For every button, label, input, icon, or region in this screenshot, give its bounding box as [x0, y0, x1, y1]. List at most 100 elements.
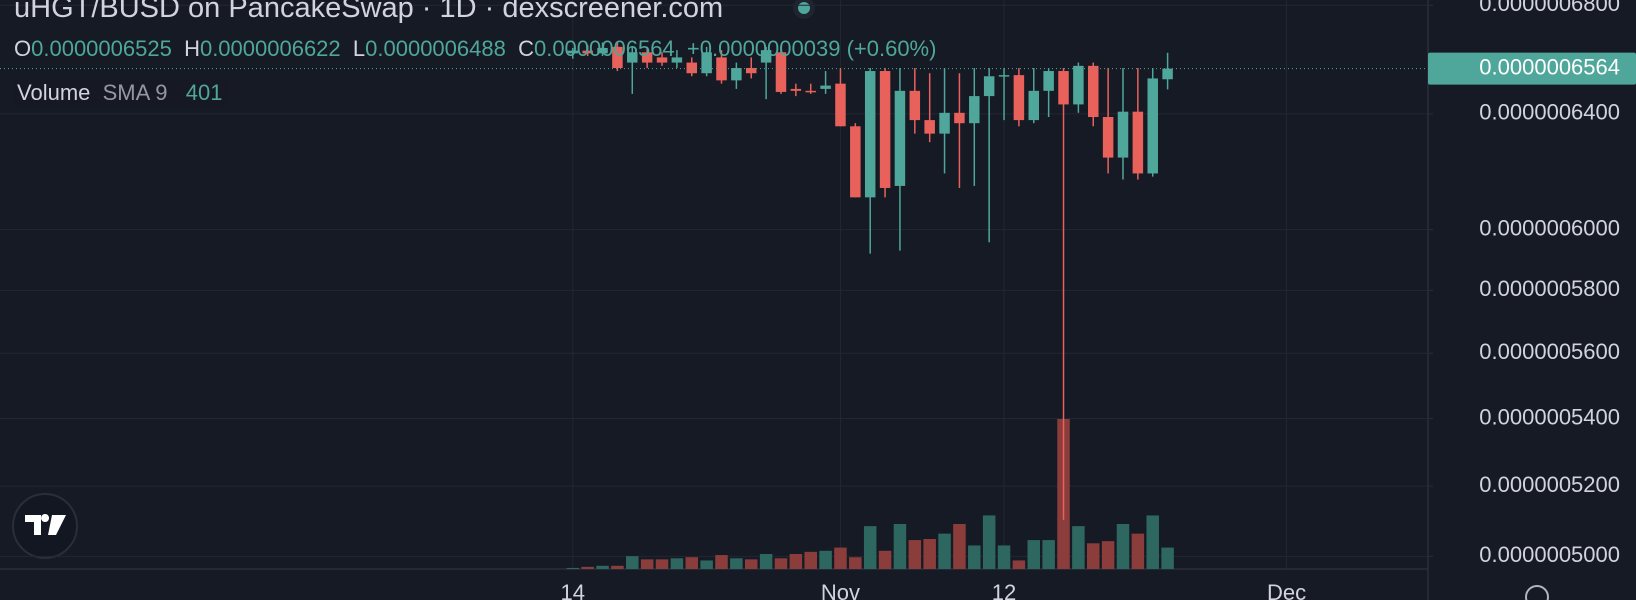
volume-bar [581, 566, 594, 569]
legend-value: 0.0000006622 [199, 36, 341, 61]
volume-bar [834, 547, 847, 569]
volume-bar [863, 526, 877, 569]
x-tick-label: Nov [821, 580, 860, 600]
candle-body [835, 83, 846, 127]
candle-body [894, 90, 906, 186]
candle-body [582, 50, 593, 54]
y-tick-label: 0.0000005000 [1479, 542, 1620, 567]
volume-bar [596, 565, 609, 569]
volume-bar [1087, 543, 1100, 569]
volume-bar [774, 558, 788, 569]
volume-bar [1146, 515, 1159, 569]
gear [1525, 585, 1549, 600]
legend-label: H [184, 36, 200, 61]
candle-body [612, 46, 623, 69]
volume-bar [1116, 524, 1130, 569]
volume-bar [893, 524, 907, 569]
volume-bar [611, 565, 624, 569]
candle-body [1073, 65, 1084, 105]
volume-bar [923, 539, 936, 569]
symbol-title: uHGT/BUSD on PancakeSwap · 1D · dexscree… [14, 0, 724, 24]
volume-bar [1072, 526, 1085, 569]
last-price-tag [1428, 52, 1636, 85]
y-tick-label: 0.0000005600 [1479, 339, 1620, 364]
candle-body [820, 85, 831, 89]
volume-legend: Volume SMA 9 401 [14, 80, 227, 106]
x-tick-label: Dec [1267, 580, 1306, 600]
volume-bar [744, 559, 758, 569]
candle-body [1058, 71, 1069, 105]
volume-bar [878, 550, 892, 569]
volume-indicator: SMA 9 [102, 80, 168, 105]
volume-bar [982, 515, 996, 569]
candle-body [656, 57, 668, 63]
volume-bar [997, 545, 1011, 569]
candle-body [671, 57, 683, 63]
volume-bar [640, 559, 654, 569]
volume-bar [700, 560, 713, 569]
candle-body [716, 57, 727, 81]
candle-body [850, 126, 861, 198]
legend-value: 0.0000006564 [533, 36, 675, 61]
volume-bar [655, 559, 669, 569]
candle-body [790, 88, 802, 91]
candle-body [745, 68, 757, 74]
candle-body [686, 62, 698, 74]
volume-bar [804, 551, 817, 569]
legend-value: 0.0000006488 [365, 36, 506, 61]
candle-body [924, 120, 935, 134]
y-tick-label: 0.0000006400 [1479, 100, 1620, 125]
grid [0, 0, 1428, 569]
volume-bar [1012, 560, 1026, 569]
candle-body [1088, 65, 1099, 118]
volume-bar [908, 540, 922, 569]
last-price-label: 0.0000006564 [1479, 54, 1620, 79]
status-dot [798, 2, 810, 14]
candle-body [701, 52, 712, 74]
candle-body [998, 75, 1010, 77]
candle-body [864, 71, 876, 198]
candle-body [1102, 117, 1114, 158]
candle-body [969, 96, 980, 124]
volume-bar [1027, 540, 1041, 569]
volume-bar [1101, 541, 1115, 569]
volume-bar [1131, 533, 1145, 569]
y-tick-label: 0.0000006800 [1479, 0, 1620, 16]
candle-body [1117, 111, 1129, 158]
candle-body [954, 112, 965, 124]
volume-bar [953, 524, 966, 569]
legend-label: O [14, 36, 32, 61]
volume-bar [626, 556, 639, 569]
candle-body [1043, 71, 1054, 91]
candle-body [983, 76, 995, 97]
volume-sma-value: 401 [185, 80, 223, 105]
y-tick-label: 0.0000005400 [1479, 404, 1620, 429]
candle-body [1147, 78, 1158, 174]
y-tick-label: 0.0000005200 [1479, 472, 1620, 497]
candle-body [641, 52, 653, 63]
ohlc-legend: O0.0000006525 H0.0000006622 L0.000000648… [14, 36, 936, 62]
candle-body [909, 90, 921, 121]
volume-bar [789, 554, 803, 569]
tradingview-logo[interactable] [12, 493, 78, 559]
candle-body [731, 68, 742, 81]
x-tick-label: 14 [561, 580, 585, 600]
volume-bar [849, 557, 862, 569]
volume-bar [759, 554, 773, 569]
volume-name: Volume [17, 80, 91, 105]
settings-icon[interactable] [1525, 585, 1549, 600]
candle-body [1028, 90, 1040, 121]
candle-body [1013, 75, 1025, 121]
logo-circle [12, 493, 78, 559]
y-tick-label: 0.0000006000 [1479, 215, 1620, 240]
candle-body [567, 50, 579, 54]
legend-label: L [352, 36, 366, 61]
volume-bar [938, 533, 951, 569]
volume-bar [1042, 540, 1055, 569]
y-tick-label: 0.0000005800 [1479, 276, 1620, 301]
candle-body [939, 112, 950, 134]
candle-body [760, 50, 772, 63]
volume-bar [685, 557, 699, 569]
